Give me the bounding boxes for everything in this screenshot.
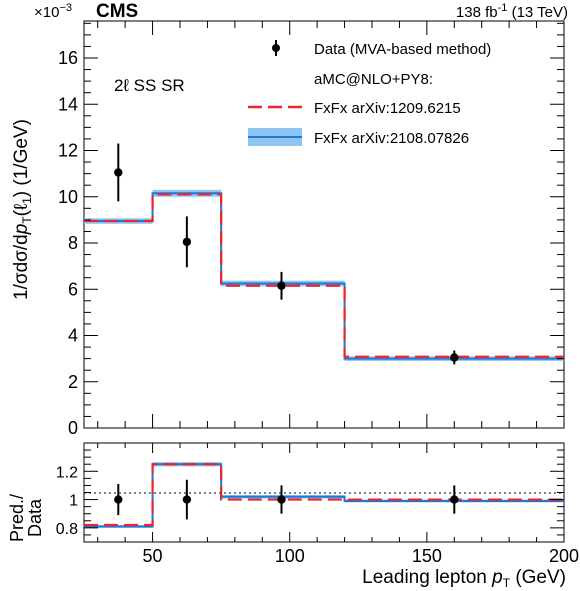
y-tick-label: 10: [58, 187, 78, 207]
legend: Data (MVA-based method) aMC@NLO+PY8: FxF…: [248, 40, 491, 147]
ratio-prediction-band: [84, 462, 564, 528]
main-frame: [83, 20, 565, 429]
y-tick-label: 14: [58, 94, 78, 114]
x-tick-label: 50: [143, 546, 163, 566]
main-x-ticks: [97, 21, 565, 428]
x-tick-label: 150: [412, 546, 442, 566]
data-point: [114, 168, 123, 177]
main-series-lines: [84, 192, 564, 360]
ratio-panel: 0.8 1 1.2 50 100 150 200 Pred./ Data: [7, 442, 579, 566]
series-fxfx-old: [84, 193, 564, 358]
ratio-x-ticks: 50 100 150 200: [97, 443, 579, 566]
x-axis-label: Leading lepton pT (GeV): [362, 567, 566, 590]
data-point: [182, 237, 192, 247]
x-tick-label: 200: [549, 546, 579, 566]
y-tick-label: 12: [58, 141, 78, 161]
ratio-data-points: [114, 479, 459, 520]
y-tick-label: 1.2: [56, 464, 78, 481]
data-point: [450, 353, 459, 362]
main-panel: 0 2 4 6 8 10 12 14 16 1/σdσ/dpT(ℓ1) (1/GeV) 2ℓ S…: [11, 20, 565, 438]
y-tick-label: 1: [69, 493, 78, 510]
lumi-label: 138 fb-1 (13 TeV): [456, 2, 568, 21]
main-data-points: [114, 143, 459, 365]
legend-data-marker: [272, 44, 280, 52]
data-point: [182, 495, 192, 504]
y-tick-label: 0: [68, 418, 78, 438]
legend-fxfx-old-label: FxFx arXiv:1209.6215: [314, 100, 461, 117]
data-point: [450, 495, 459, 504]
data-point: [114, 495, 123, 504]
data-point: [277, 281, 286, 290]
series-fxfx-new: [84, 463, 564, 528]
y-tick-label: 4: [68, 326, 78, 346]
x-tick-label: 100: [275, 546, 305, 566]
data-point: [277, 495, 286, 504]
region-label: 2ℓ SS SR: [114, 76, 185, 95]
main-prediction-band: [84, 189, 564, 361]
y-tick-label: 2: [68, 372, 78, 392]
y-tick-label: 6: [68, 279, 78, 299]
main-y-axis-label: 1/σdσ/dpT(ℓ1) (1/GeV): [11, 119, 34, 300]
ratio-y-axis-label-line2: Data: [25, 498, 45, 537]
cms-label: CMS: [96, 1, 138, 22]
exponent-label: ×10−3: [34, 2, 72, 21]
main-y-ticks: 0 2 4 6 8 10 12 14 16: [58, 22, 564, 438]
series-fxfx-old: [84, 463, 564, 527]
legend-generator-label: aMC@NLO+PY8:: [314, 71, 433, 88]
ratio-y-axis-label-line1: Pred./: [7, 494, 27, 542]
legend-fxfx-new-label: FxFx arXiv:2108.07826: [314, 130, 469, 147]
legend-data-label: Data (MVA-based method): [314, 41, 491, 58]
y-tick-label: 0.8: [56, 521, 78, 538]
y-tick-label: 16: [58, 48, 78, 68]
series-fxfx-new: [84, 192, 564, 360]
ratio-y-ticks: 0.8 1 1.2: [56, 442, 564, 543]
y-tick-label: 8: [68, 233, 78, 253]
ratio-series-lines: [84, 463, 564, 528]
